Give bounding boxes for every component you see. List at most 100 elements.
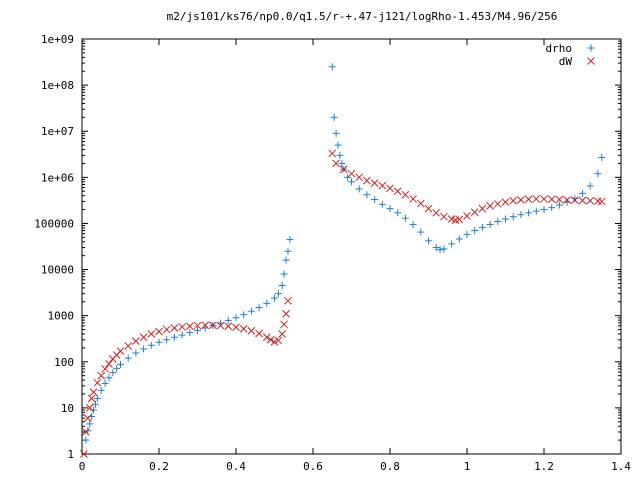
legend: drho dW bbox=[546, 42, 595, 68]
dw-point bbox=[416, 199, 425, 208]
dw-point bbox=[255, 329, 263, 338]
dw-point bbox=[563, 195, 571, 204]
drho-point bbox=[371, 196, 379, 204]
dw-point bbox=[555, 195, 564, 204]
legend-label-drho: drho bbox=[546, 42, 573, 55]
drho-point bbox=[178, 331, 186, 339]
dw-point bbox=[370, 179, 379, 187]
dw-point bbox=[83, 414, 92, 422]
dw-point bbox=[478, 204, 487, 213]
legend-label-dw: dW bbox=[559, 55, 573, 68]
dw-point bbox=[509, 196, 518, 205]
drho-point bbox=[440, 245, 448, 253]
dw-point bbox=[586, 196, 595, 205]
drho-point bbox=[540, 206, 548, 214]
dw-point bbox=[81, 428, 90, 436]
drho-point bbox=[471, 227, 479, 235]
dw-point bbox=[432, 208, 441, 217]
dw-point bbox=[216, 321, 225, 330]
drho-point bbox=[525, 209, 533, 217]
dw-point bbox=[486, 202, 494, 210]
drho-point bbox=[132, 349, 140, 357]
dw-point bbox=[463, 212, 471, 220]
dw-point bbox=[547, 195, 556, 204]
dw-point bbox=[409, 195, 417, 203]
drho-point bbox=[247, 307, 255, 315]
drho-point bbox=[486, 220, 494, 228]
drho-point bbox=[579, 189, 586, 197]
dw-point bbox=[440, 212, 448, 221]
drho-point bbox=[417, 228, 425, 236]
dw-point bbox=[116, 347, 125, 356]
dw-point bbox=[455, 215, 464, 224]
drho-point bbox=[284, 247, 292, 255]
x-tick-label: 1 bbox=[464, 460, 471, 473]
dw-point bbox=[266, 335, 275, 344]
drho-point bbox=[378, 200, 386, 208]
axis-ticks: 0 0.2 0.4 0.6 0.8 1 1.2 1.4 1 10 100 1000 10000 10000… bbox=[34, 33, 631, 473]
drho-point bbox=[344, 173, 352, 181]
drho-point bbox=[436, 246, 444, 254]
dw-point bbox=[282, 309, 290, 318]
drho-point bbox=[517, 211, 525, 219]
drho-point bbox=[140, 345, 148, 353]
drho-point bbox=[124, 354, 132, 362]
dw-point bbox=[178, 323, 186, 331]
dw-point bbox=[247, 326, 256, 335]
drho-point bbox=[409, 220, 417, 228]
dw-point bbox=[262, 333, 271, 342]
dw-point bbox=[97, 371, 106, 380]
y-tick-label: 1e+07 bbox=[41, 125, 74, 138]
dw-point bbox=[232, 323, 240, 332]
x-tick-label: 0.2 bbox=[149, 460, 169, 473]
dw-point bbox=[517, 195, 525, 204]
dw-point bbox=[239, 324, 248, 333]
dw-point bbox=[87, 394, 96, 403]
drho-point bbox=[455, 235, 463, 243]
drho-point bbox=[330, 113, 338, 121]
drho-point bbox=[274, 290, 282, 298]
drho-point bbox=[255, 304, 263, 312]
drho-point bbox=[348, 178, 355, 186]
drho-point bbox=[448, 240, 456, 248]
dw-point bbox=[355, 173, 364, 182]
dw-point bbox=[201, 321, 210, 330]
dw-point bbox=[339, 165, 348, 174]
dw-point bbox=[594, 197, 602, 205]
y-tick-label: 1e+08 bbox=[41, 79, 74, 92]
drho-point bbox=[91, 400, 99, 408]
dw-point bbox=[524, 195, 533, 204]
dw-point bbox=[501, 198, 510, 206]
x-tick-label: 0.8 bbox=[380, 460, 400, 473]
drho-point bbox=[355, 185, 363, 193]
dw-point bbox=[162, 325, 171, 334]
y-tick-label: 100 bbox=[54, 356, 74, 369]
drho-point bbox=[282, 256, 290, 264]
y-tick-label: 10 bbox=[61, 402, 74, 415]
dw-point bbox=[278, 330, 287, 338]
drho-point bbox=[509, 213, 517, 221]
dw-point bbox=[386, 184, 394, 193]
drho-point bbox=[86, 420, 94, 428]
drho-point bbox=[336, 151, 344, 159]
drho-point bbox=[386, 205, 394, 213]
drho-point bbox=[280, 270, 288, 278]
data-points bbox=[80, 63, 606, 458]
drho-point bbox=[401, 214, 409, 222]
dw-point bbox=[470, 208, 479, 217]
y-tick-label: 100000 bbox=[34, 217, 74, 230]
drho-point bbox=[186, 329, 194, 337]
dw-point bbox=[193, 321, 202, 330]
x-tick-label: 1.2 bbox=[534, 460, 554, 473]
drho-point bbox=[97, 386, 105, 394]
dw-point bbox=[280, 320, 288, 329]
drho-point bbox=[394, 209, 402, 217]
drho-point bbox=[170, 333, 178, 341]
drho-point bbox=[109, 369, 117, 377]
drho-point bbox=[278, 282, 286, 290]
drho-point bbox=[425, 237, 432, 245]
drho-point bbox=[338, 159, 346, 167]
drho-point bbox=[332, 129, 340, 137]
drho-point bbox=[478, 223, 486, 231]
dw-point bbox=[570, 196, 579, 205]
